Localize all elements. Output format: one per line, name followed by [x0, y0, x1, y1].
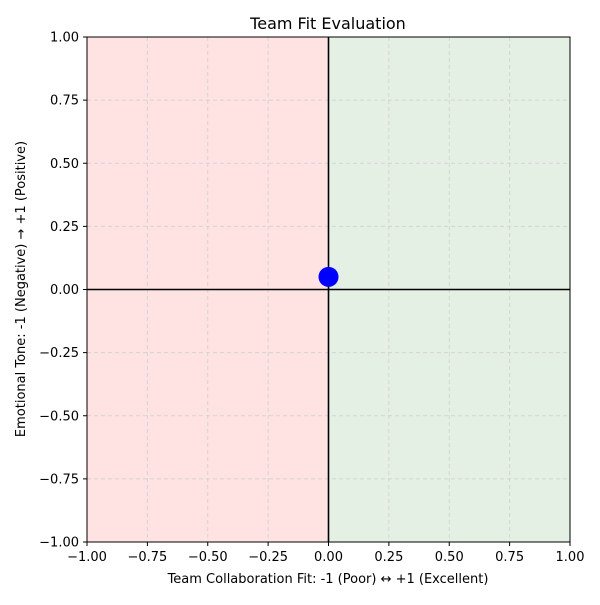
- quadrant-axes-layer: [87, 37, 570, 542]
- x-tick-label: −0.25: [248, 550, 288, 565]
- points-layer: [318, 266, 339, 287]
- y-tick-label: −1.00: [39, 536, 79, 551]
- y-tick-label: 0.75: [50, 94, 79, 109]
- y-tick-label: 0.25: [50, 220, 79, 235]
- y-tick-label: −0.25: [39, 346, 79, 361]
- x-tick-label: −0.50: [188, 550, 228, 565]
- y-tick-label: −0.75: [39, 472, 79, 487]
- x-tick-label: 0.00: [314, 550, 343, 565]
- x-tick-label: −0.75: [127, 550, 167, 565]
- y-tick-label: 0.50: [50, 157, 79, 172]
- x-tick-label: 0.75: [495, 550, 524, 565]
- x-tick-label: 1.00: [556, 550, 585, 565]
- y-tick-label: 1.00: [50, 31, 79, 46]
- y-axis-label: Emotional Tone: -1 (Negative) → +1 (Posi…: [14, 141, 29, 437]
- y-tick-label: 0.00: [50, 283, 79, 298]
- x-tick-label: 0.50: [435, 550, 464, 565]
- data-point-candidate: [318, 266, 339, 287]
- y-tick-label: −0.50: [39, 409, 79, 424]
- chart-title: Team Fit Evaluation: [249, 14, 406, 33]
- x-tick-label: 0.25: [374, 550, 403, 565]
- x-axis-label: Team Collaboration Fit: -1 (Poor) ↔ +1 (…: [167, 572, 489, 587]
- ticks-layer: −1.00 −0.75 −0.50 −0.25 0.00 0.25 0.50 0.75 1.00…: [39, 31, 584, 566]
- x-tick-label: −1.00: [67, 550, 107, 565]
